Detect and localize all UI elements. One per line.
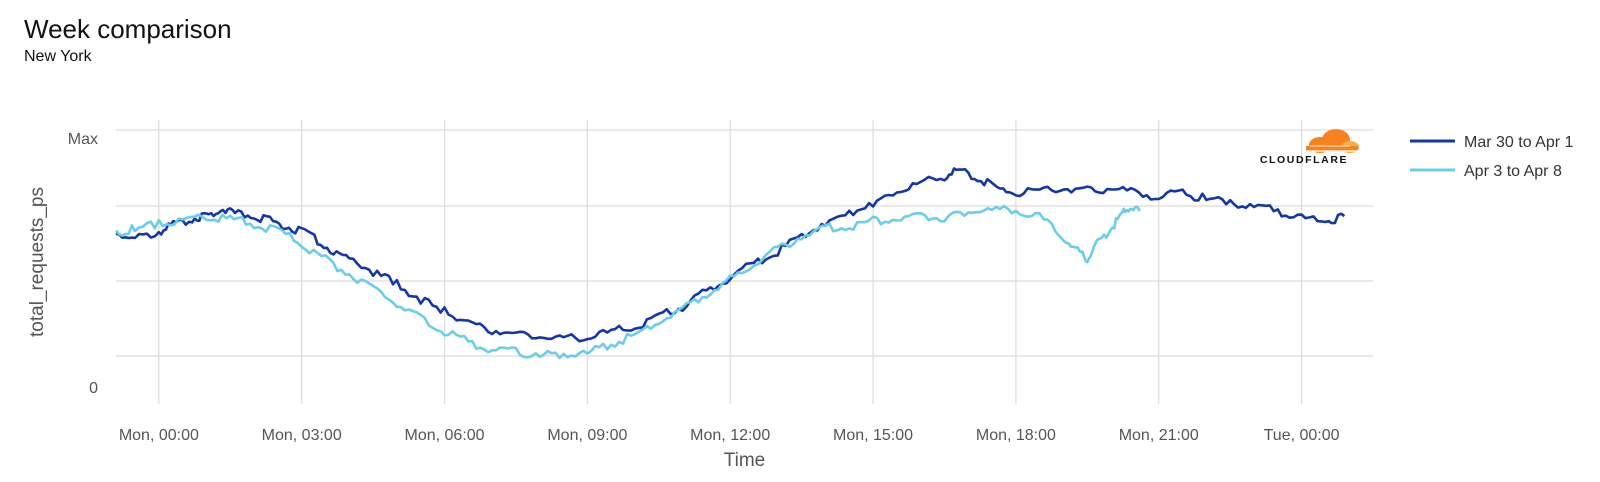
y-axis-ticks: 0 Max [68, 131, 98, 397]
series-line [115, 167, 1346, 343]
x-tick-label: Mon, 00:00 [119, 427, 199, 444]
x-tick-label: Mon, 03:00 [262, 427, 342, 444]
x-tick-label: Mon, 12:00 [690, 427, 770, 444]
x-axis-title: Time [724, 450, 766, 471]
y-tick-label: 0 [89, 380, 98, 397]
legend-label: Apr 3 to Apr 8 [1464, 163, 1562, 180]
legend-label: Mar 30 to Apr 1 [1464, 134, 1573, 151]
grid [116, 120, 1373, 404]
x-tick-label: Mon, 15:00 [833, 427, 913, 444]
cloudflare-wordmark: CLOUDFLARE [1260, 154, 1348, 166]
legend: Mar 30 to Apr 1 Apr 3 to Apr 8 [1410, 134, 1573, 180]
chart-subtitle: New York [24, 48, 92, 65]
x-tick-label: Mon, 18:00 [976, 427, 1056, 444]
x-tick-label: Mon, 09:00 [547, 427, 627, 444]
x-axis-ticks: Mon, 00:00 Mon, 03:00 Mon, 06:00 Mon, 09:00… [119, 427, 1340, 444]
y-tick-label: Max [68, 131, 98, 148]
series-lines [115, 167, 1346, 360]
series-line [115, 204, 1141, 360]
cloudflare-logo: CLOUDFLARE [1260, 129, 1359, 166]
y-axis-title: total_requests_ps [27, 187, 48, 337]
x-tick-label: Tue, 00:00 [1264, 427, 1340, 444]
x-tick-label: Mon, 21:00 [1119, 427, 1199, 444]
x-tick-label: Mon, 06:00 [405, 427, 485, 444]
chart-title: Week comparison [24, 14, 232, 44]
cloudflare-cloud-icon [1306, 129, 1359, 153]
